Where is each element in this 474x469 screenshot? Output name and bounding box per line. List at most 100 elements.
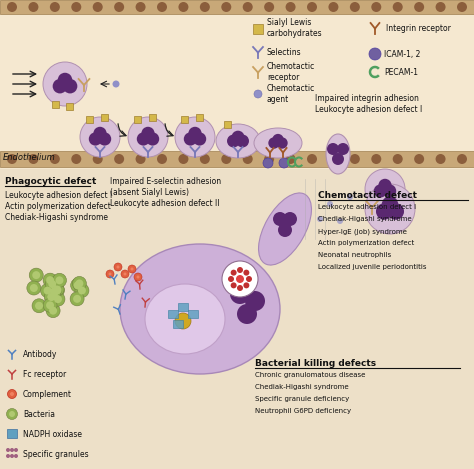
Circle shape [47,287,61,302]
Circle shape [35,302,43,310]
Circle shape [55,276,64,284]
Bar [7,429,17,438]
Circle shape [32,271,40,279]
Circle shape [276,137,288,149]
Circle shape [237,285,243,291]
Circle shape [93,2,103,12]
Circle shape [337,218,343,224]
Circle shape [184,132,197,145]
Circle shape [374,184,387,197]
Circle shape [98,132,111,145]
Circle shape [236,135,249,147]
Circle shape [243,154,253,164]
Bar [52,100,58,107]
Circle shape [237,304,257,324]
Ellipse shape [120,244,280,374]
Circle shape [388,203,404,219]
Circle shape [436,2,446,12]
Circle shape [371,154,381,164]
Circle shape [43,273,57,287]
Circle shape [222,261,258,297]
Circle shape [231,131,245,144]
Circle shape [29,268,43,282]
Circle shape [71,278,85,292]
Circle shape [47,293,55,301]
Circle shape [369,48,381,60]
Circle shape [414,2,424,12]
Circle shape [128,265,136,273]
Circle shape [6,448,10,452]
Circle shape [46,277,59,291]
Circle shape [14,448,18,452]
Text: Complement: Complement [23,389,72,399]
Text: Endothelium: Endothelium [3,152,56,161]
Circle shape [75,283,89,297]
Circle shape [236,275,244,283]
Circle shape [457,154,467,164]
Text: Chediak-Higashi syndrome: Chediak-Higashi syndrome [318,216,411,222]
Bar [182,115,189,122]
Bar [178,303,188,311]
Circle shape [254,90,262,98]
Circle shape [157,2,167,12]
Circle shape [93,154,103,164]
Circle shape [43,298,57,312]
Circle shape [193,132,206,145]
Bar [197,113,203,121]
Text: Chediak-Higashi syndrome: Chediak-Higashi syndrome [255,384,348,390]
Circle shape [279,158,289,168]
Text: Actin polymerization defect: Actin polymerization defect [318,240,414,246]
Circle shape [245,291,265,311]
Circle shape [221,2,231,12]
Circle shape [264,2,274,12]
Circle shape [78,287,86,295]
Circle shape [307,2,317,12]
Circle shape [200,154,210,164]
Circle shape [44,287,52,295]
Circle shape [46,301,54,309]
Bar [173,320,183,328]
Text: Chemotactic defect: Chemotactic defect [318,191,417,200]
Bar [225,121,231,128]
Bar [149,113,156,121]
Circle shape [365,184,415,234]
Circle shape [73,281,82,289]
Circle shape [175,313,191,329]
Circle shape [231,270,237,276]
Text: Neonatal neutrophils: Neonatal neutrophils [318,252,391,258]
Circle shape [243,270,249,276]
Circle shape [45,289,59,303]
Circle shape [137,132,150,145]
Text: Actin polymerization defect: Actin polymerization defect [5,202,111,211]
Text: PECAM-1: PECAM-1 [384,68,418,76]
Circle shape [106,270,114,278]
Circle shape [46,276,54,284]
Text: Localized juvenile periodontitis: Localized juvenile periodontitis [318,264,427,270]
Circle shape [221,154,231,164]
Circle shape [285,2,296,12]
Circle shape [230,284,250,304]
Text: Leukocyte adhesion defect I: Leukocyte adhesion defect I [318,204,416,210]
Circle shape [436,154,446,164]
Circle shape [89,132,102,145]
Circle shape [28,2,38,12]
Circle shape [264,154,274,164]
Circle shape [53,273,66,287]
Circle shape [47,284,61,298]
Circle shape [137,275,139,279]
Circle shape [28,154,38,164]
Text: Bacterial killing defects: Bacterial killing defects [255,359,376,368]
Circle shape [457,2,467,12]
Bar [188,310,198,318]
Circle shape [228,276,234,282]
Circle shape [383,184,396,197]
Circle shape [53,285,61,293]
Circle shape [347,194,353,200]
Circle shape [128,117,168,157]
Circle shape [243,282,249,288]
Circle shape [285,154,296,164]
Text: Phagocytic defect: Phagocytic defect [5,177,96,186]
Circle shape [175,117,215,157]
Circle shape [49,307,57,315]
Circle shape [50,154,60,164]
